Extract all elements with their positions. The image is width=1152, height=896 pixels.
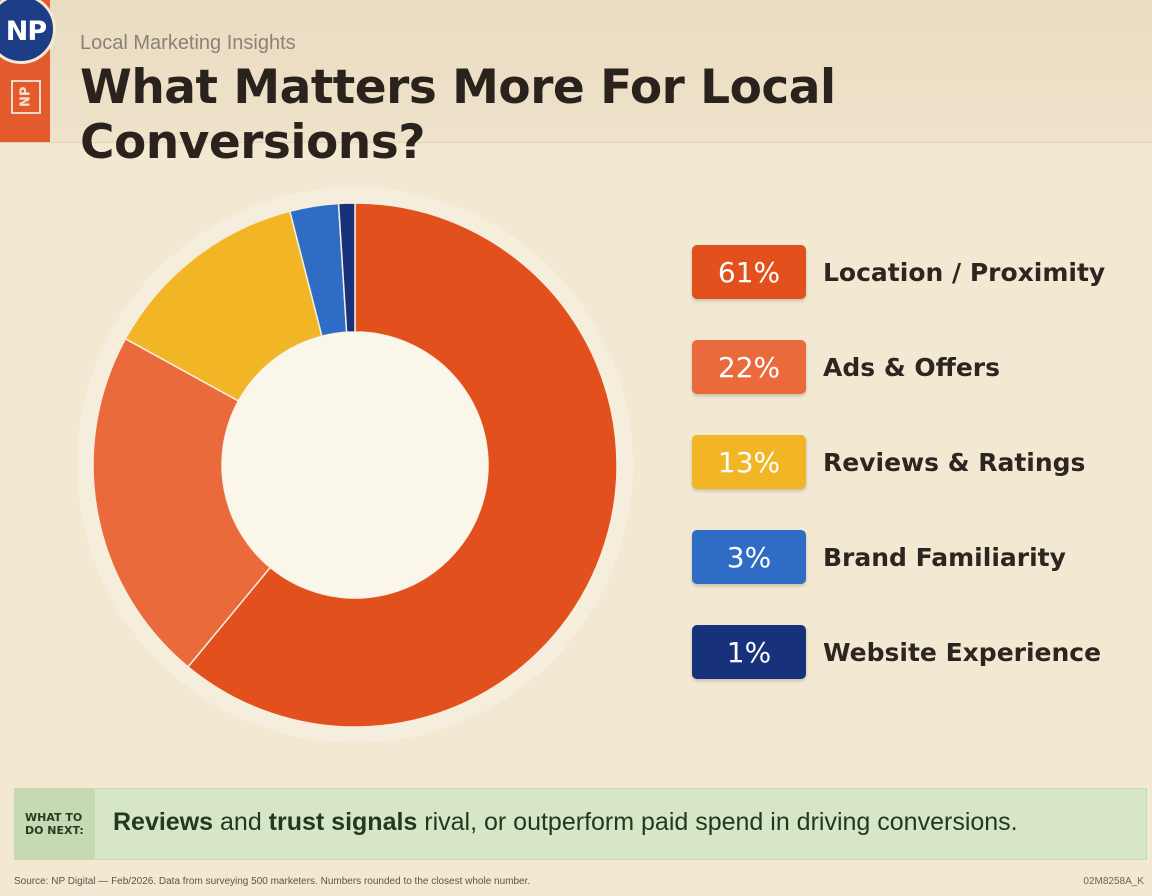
page-title: What Matters More For Local Conversions?: [80, 60, 836, 170]
legend-label: Location / Proximity: [823, 257, 1106, 287]
callout-text-1: and: [213, 808, 269, 836]
legend-label: Website Experience: [823, 637, 1102, 667]
callout-tag: WHAT TO DO NEXT:: [15, 789, 95, 859]
donut-hole: [222, 332, 488, 598]
header: NP NP Local Marketing Insights What Matt…: [0, 0, 1152, 170]
legend-item: 61% Location / Proximity: [692, 244, 1105, 300]
legend-percent-badge: 22%: [692, 340, 806, 394]
donut-chart: [77, 187, 633, 743]
next-steps-callout: WHAT TO DO NEXT: Reviews and trust signa…: [14, 788, 1147, 860]
np-vertical-logo: NP: [11, 80, 41, 114]
callout-bold-reviews: Reviews: [113, 808, 214, 836]
np-logo-text: NP: [5, 15, 47, 47]
legend-percent-badge: 3%: [692, 530, 806, 584]
legend-item: 13% Reviews & Ratings: [692, 434, 1085, 490]
source-note: Source: NP Digital — Feb/2026. Data from…: [14, 876, 531, 887]
callout-tag-line2: DO NEXT:: [25, 824, 84, 837]
callout-tag-line1: WHAT TO: [25, 811, 83, 824]
reference-code: 02M8258A_K: [1083, 876, 1144, 887]
legend-label: Brand Familiarity: [823, 542, 1066, 572]
legend-percent-badge: 61%: [692, 245, 806, 299]
legend-label: Reviews & Ratings: [823, 447, 1086, 477]
legend-item: 1% Website Experience: [692, 624, 1101, 680]
callout-text: Reviews and trust signals rival, or outp…: [113, 808, 1018, 837]
page-subtitle: Local Marketing Insights: [80, 32, 296, 54]
legend-percent-badge: 1%: [692, 625, 806, 679]
legend-item: 3% Brand Familiarity: [692, 529, 1066, 585]
callout-text-2: rival, or outperform paid spend in drivi…: [417, 808, 1018, 836]
callout-bold-trust: trust signals: [268, 808, 418, 836]
legend-label: Ads & Offers: [823, 352, 1001, 382]
legend-percent-badge: 13%: [692, 435, 806, 489]
legend-item: 22% Ads & Offers: [692, 339, 1000, 395]
